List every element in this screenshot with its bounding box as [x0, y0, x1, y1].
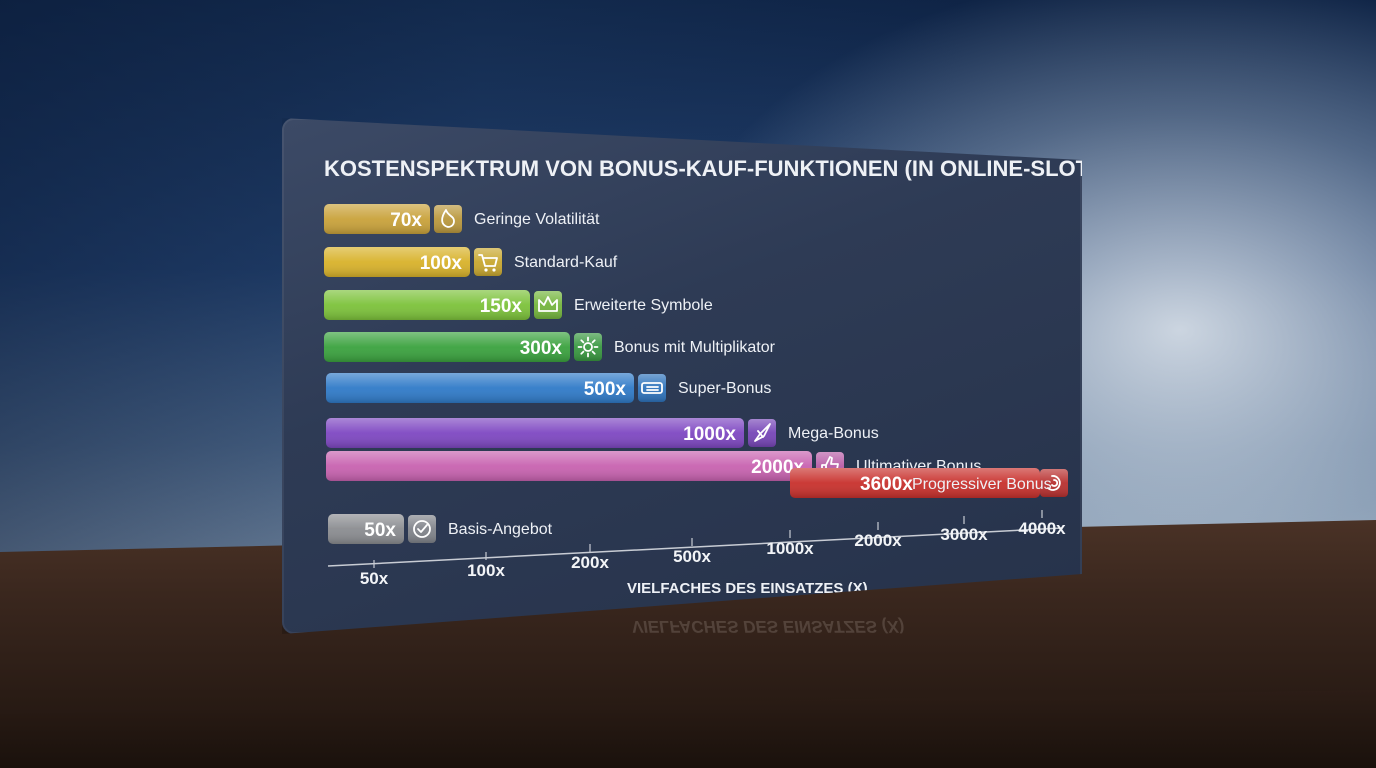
bar-category-label: Bonus mit Multiplikator	[614, 339, 776, 356]
x-axis-line	[327, 527, 1063, 567]
bar-category-label: Progressiver Bonus	[912, 476, 1052, 493]
x-tick-label: 4000x	[1018, 519, 1066, 538]
bar-category-label: Super-Bonus	[678, 380, 771, 397]
x-tick-label: 100x	[467, 561, 505, 580]
x-tick-label: 500x	[673, 547, 711, 566]
bar-category-label: Basis-Angebot	[448, 521, 553, 538]
bar-group: 50x Basis-Angebot	[328, 514, 553, 544]
bar-category-label: Erweiterte Symbole	[574, 297, 713, 314]
bar-group: 150x Erweiterte Symbole	[324, 290, 713, 320]
bar-gloss	[326, 373, 634, 403]
ticket-icon	[638, 374, 666, 402]
bar-value-label: 70x	[390, 210, 422, 231]
bar-value-label: 100x	[420, 253, 463, 274]
bar-gloss	[326, 451, 812, 481]
x-tick-label: 3000x	[940, 525, 988, 544]
crown-icon	[534, 291, 562, 319]
bar-chart: KOSTENSPEKTRUM VON BONUS-KAUF-FUNKTIONEN…	[324, 156, 1082, 597]
bar-gloss	[324, 247, 470, 277]
burst-icon	[574, 333, 602, 361]
chart-panel: KOSTENSPEKTRUM VON BONUS-KAUF-FUNKTIONEN…	[282, 118, 1082, 634]
rocket-icon	[748, 419, 776, 447]
x-tick-label: 1000x	[766, 539, 814, 558]
flame-icon	[434, 205, 462, 233]
bar-value-label: 500x	[584, 379, 627, 400]
check-icon	[408, 515, 436, 543]
bar-gloss	[790, 468, 1040, 498]
x-tick-label: 50x	[360, 569, 389, 588]
bar-group: 70x Geringe Volatilität	[324, 204, 600, 234]
bar-gloss	[326, 418, 744, 448]
x-axis-label: VIELFACHES DES EINSATZES (X)	[627, 580, 868, 597]
bar-gloss	[324, 290, 530, 320]
chart-title: KOSTENSPEKTRUM VON BONUS-KAUF-FUNKTIONEN…	[324, 156, 1082, 181]
x-tick-label: 200x	[571, 553, 609, 572]
bar-gloss	[328, 514, 404, 544]
bar-category-label: Mega-Bonus	[788, 425, 879, 442]
bar-value-label: 50x	[364, 520, 396, 541]
bar-category-label: Geringe Volatilität	[474, 211, 600, 228]
bar-value-label: 150x	[480, 296, 523, 317]
bar-value-label: 3600x	[860, 474, 913, 495]
bar-group: 3600x Progressiver Bonus	[790, 468, 1068, 498]
bar-gloss	[324, 204, 430, 234]
bar-value-label: 300x	[520, 338, 563, 359]
bar-group: 1000x Mega-Bonus	[326, 418, 879, 448]
bar-group: 2000x Ultimativer Bonus	[326, 451, 981, 481]
x-axis: 50x 100x 200x 500x 1000x 2000x 3000x 4000x	[327, 510, 1066, 588]
spiral-icon	[1040, 469, 1068, 497]
bar-value-label: 1000x	[683, 424, 736, 445]
bar-group: 100x Standard-Kauf	[324, 247, 618, 277]
bar-category-label: Standard-Kauf	[514, 254, 618, 271]
cart-icon	[474, 248, 502, 276]
bar-group: 300x Bonus mit Multiplikator	[324, 332, 776, 362]
bar-group: 500x Super-Bonus	[326, 373, 771, 403]
x-tick-label: 2000x	[854, 531, 902, 550]
bar-gloss	[324, 332, 570, 362]
